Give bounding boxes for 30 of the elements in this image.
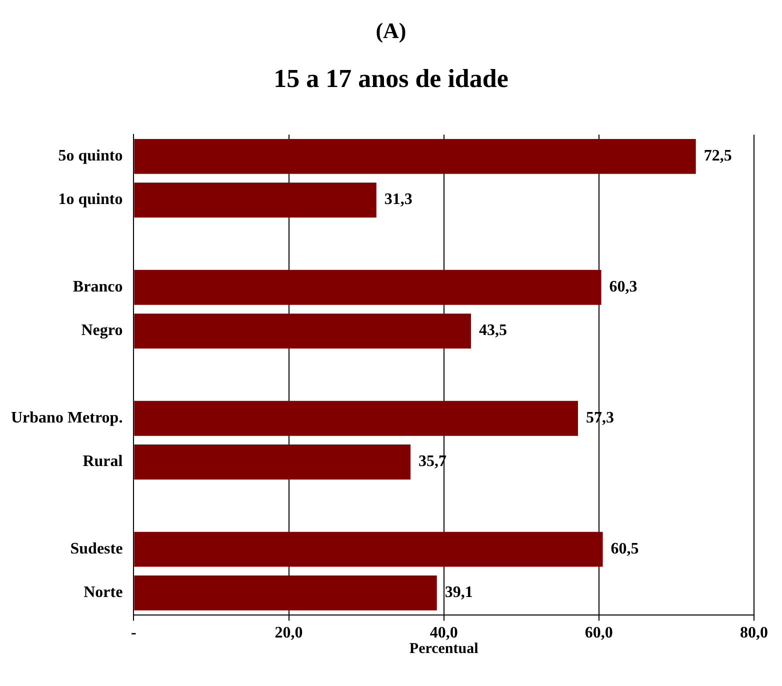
x-tick-label: 80,0 [740, 624, 768, 642]
y-tick-label: Rural [82, 453, 124, 470]
x-axis-title: Percentual [409, 640, 478, 657]
bar [134, 576, 437, 610]
data-label: 60,3 [609, 278, 638, 296]
data-label: 72,5 [704, 148, 732, 165]
bar [134, 444, 411, 480]
data-label: 31,3 [384, 191, 412, 208]
chart-subtitle: 15 a 17 anos de idade [272, 64, 510, 94]
data-label: 60,5 [610, 540, 639, 558]
y-tick-label: Norte [84, 584, 123, 602]
x-tick-label: - [131, 624, 136, 642]
data-label: 43,5 [478, 322, 507, 340]
chart-title: (A) [374, 18, 408, 44]
y-tick-label: 1o quinto [58, 191, 123, 208]
bar [134, 182, 376, 218]
y-tick-label: 5o quinto [58, 148, 123, 165]
bar [134, 314, 471, 349]
x-tick-label: 40,0 [430, 624, 458, 642]
bar [134, 138, 696, 174]
y-tick-label: Negro [81, 322, 123, 340]
x-tick-label: 20,0 [274, 624, 303, 642]
y-tick-label: Urbano Metrop. [10, 409, 123, 426]
bar [134, 400, 578, 436]
data-label: 39,1 [444, 584, 473, 602]
y-tick-label: Sudeste [70, 540, 123, 558]
x-tick-label: 60,0 [584, 624, 613, 642]
y-tick-label: Branco [72, 278, 123, 296]
bar [134, 270, 602, 305]
bar [134, 532, 603, 567]
